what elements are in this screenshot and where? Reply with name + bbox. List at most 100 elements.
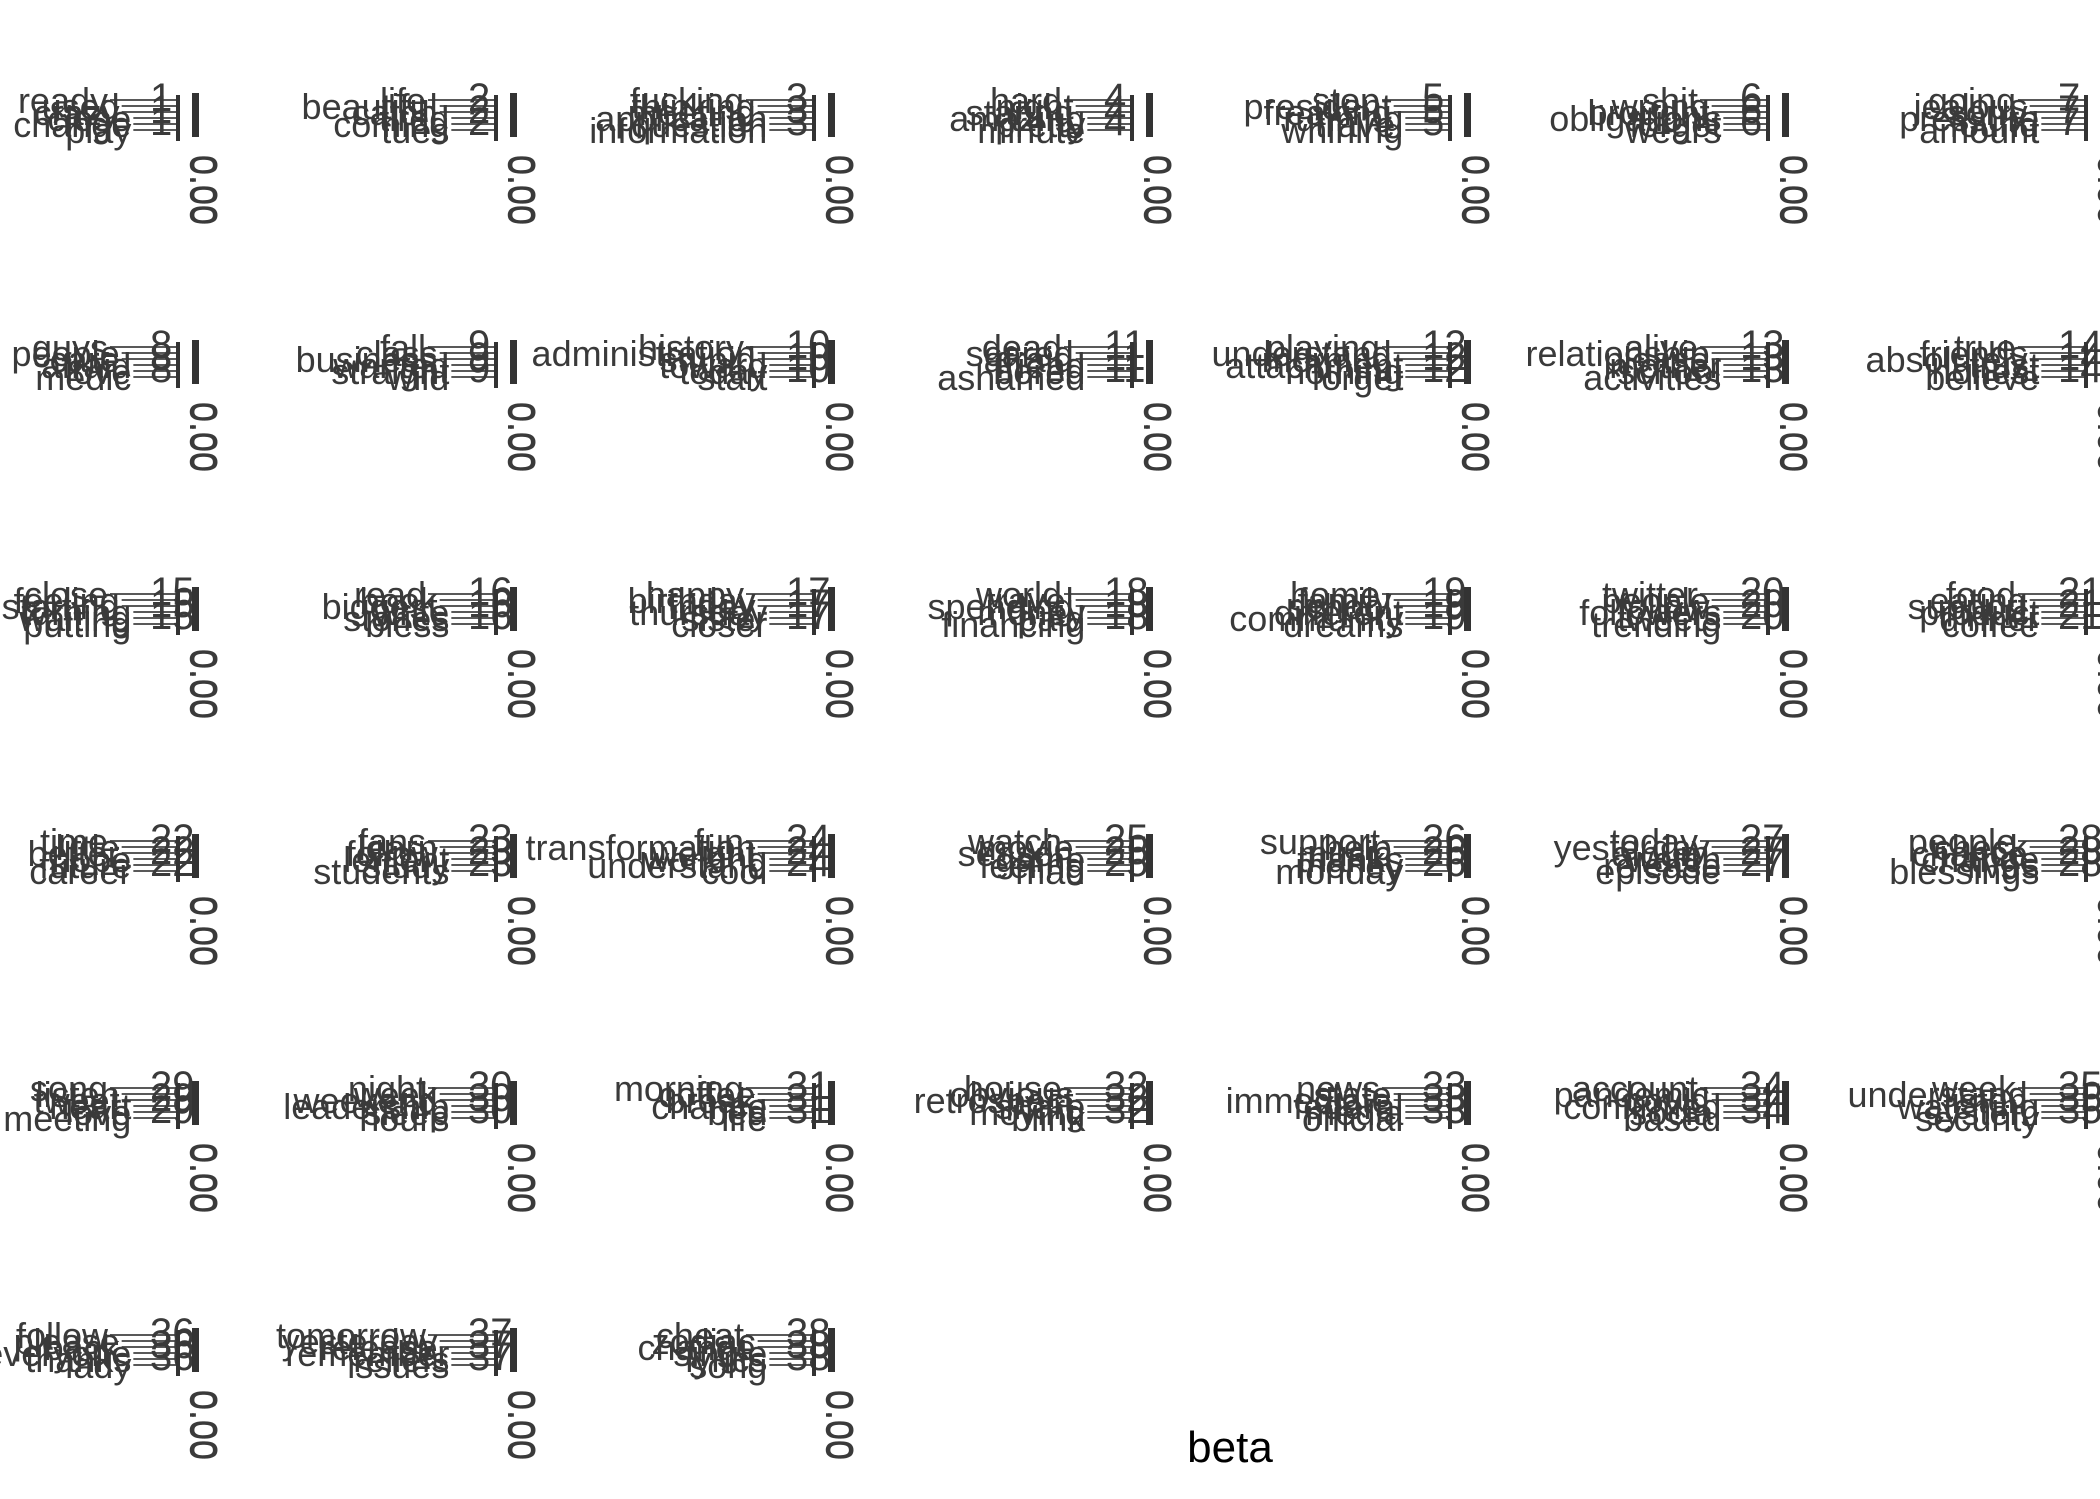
bar xyxy=(769,617,816,619)
term-label: change xyxy=(1921,839,2039,880)
x-tick-label: 0.00 xyxy=(500,402,541,472)
bar xyxy=(133,1105,180,1107)
bar xyxy=(1405,370,1452,372)
topic-number-label: 11 xyxy=(1104,323,1146,367)
term-label: fun xyxy=(694,821,744,862)
bar xyxy=(1405,1111,1452,1113)
term-label: school xyxy=(1288,586,1392,627)
x-tick-label: 0.00 xyxy=(184,1143,225,1213)
term-label: coffee xyxy=(1942,604,2039,645)
bar xyxy=(2041,858,2088,860)
term-label: tomorrow xyxy=(276,1315,427,1356)
bar xyxy=(757,605,816,607)
bar xyxy=(110,840,180,842)
term-label: yesterday xyxy=(1554,827,1710,868)
x-tick-label: 0.00 xyxy=(1772,155,1813,225)
term-label: spending xyxy=(928,586,1074,627)
bar xyxy=(746,1087,816,1089)
topic-number-label: 29 xyxy=(150,1076,195,1120)
bar xyxy=(428,1087,498,1089)
topic-number-label: 31 xyxy=(786,1064,831,1108)
bar xyxy=(1087,129,1134,131)
bar xyxy=(1393,852,1452,854)
bar xyxy=(2041,617,2088,619)
topic-number-label: 9 xyxy=(468,335,490,379)
bar xyxy=(1700,840,1770,842)
term-label: retrospect xyxy=(914,1080,1074,1121)
topic-number-label: 7 xyxy=(2058,76,2080,120)
topic-number-label: 15 xyxy=(150,582,195,626)
bar xyxy=(1723,858,1770,860)
y-axis-stub xyxy=(510,1328,517,1372)
x-tick-label: 0.00 xyxy=(1136,649,1177,719)
term-label: lyrics xyxy=(685,1339,767,1380)
term-label: used xyxy=(42,86,120,127)
bar xyxy=(1711,599,1770,601)
term-label: question xyxy=(631,104,767,145)
x-tick-label: 0.00 xyxy=(1454,896,1495,966)
bar xyxy=(2041,117,2088,119)
bar xyxy=(1064,346,1134,348)
bar xyxy=(1087,617,1134,619)
bar xyxy=(769,623,816,625)
x-tick-label: 0.00 xyxy=(820,896,861,966)
topic-number-label: 21 xyxy=(2058,582,2100,626)
bar xyxy=(121,105,180,107)
bar xyxy=(451,129,498,131)
bar xyxy=(1405,129,1452,131)
term-label: week xyxy=(1931,1068,2017,1109)
topic-number-label: 7 xyxy=(2058,100,2080,144)
bar xyxy=(746,99,816,101)
term-label: application xyxy=(595,98,767,139)
bar xyxy=(1064,1087,1134,1089)
term-label: afraid xyxy=(41,345,131,386)
term-label: change xyxy=(638,1327,756,1368)
topic-number-label: 2 xyxy=(468,76,490,120)
x-tick-label: 0.00 xyxy=(500,1390,541,1460)
term-label: tweets xyxy=(1617,598,1721,639)
term-label: sorry xyxy=(1948,92,2028,133)
bar xyxy=(121,846,180,848)
bar xyxy=(1087,376,1134,378)
term-label: hard xyxy=(990,80,1062,121)
topic-number-label: 12 xyxy=(1422,335,1467,379)
topic-number-label: 32 xyxy=(1104,1064,1149,1108)
x-tick-label: 0.00 xyxy=(1456,896,1497,966)
topic-number-label: 4 xyxy=(1104,100,1126,144)
x-tick-label: 0.00 xyxy=(502,896,543,966)
term-label: song xyxy=(30,1068,108,1109)
topic-number-label: 29 xyxy=(150,1088,195,1132)
topic-number-label: 1 xyxy=(150,76,172,120)
term-label: family xyxy=(1298,580,1392,621)
facet-panel: followpleasebackeveryonethankslady 363636… xyxy=(0,1311,225,1460)
term-label: different xyxy=(1274,592,1403,633)
term-label: students xyxy=(313,851,449,892)
x-tick-label: 0.00 xyxy=(820,649,861,719)
bar xyxy=(110,593,180,595)
bar xyxy=(451,370,498,372)
y-axis-stub xyxy=(1782,93,1789,137)
x-tick-label: 0.00 xyxy=(2090,155,2100,225)
x-tick-label: 0.00 xyxy=(1138,1143,1179,1213)
term-label: stupid xyxy=(660,339,756,380)
term-label: wanted xyxy=(332,345,449,386)
x-tick-label: 0.00 xyxy=(2092,1143,2100,1213)
y-axis-stub xyxy=(192,587,199,631)
bar xyxy=(1700,346,1770,348)
x-tick-label: 0.00 xyxy=(1138,896,1179,966)
topic-number-label: 23 xyxy=(468,817,513,861)
bar xyxy=(1382,593,1452,595)
x-tick-label: 0.00 xyxy=(1136,896,1177,966)
x-tick-label: 0.00 xyxy=(820,1390,861,1460)
bar xyxy=(2018,1087,2088,1089)
term-label: putting xyxy=(23,604,131,645)
bar xyxy=(1087,870,1134,872)
topic-number-label: 37 xyxy=(468,1323,513,1367)
bar xyxy=(451,117,498,119)
term-label: closer xyxy=(671,604,767,645)
